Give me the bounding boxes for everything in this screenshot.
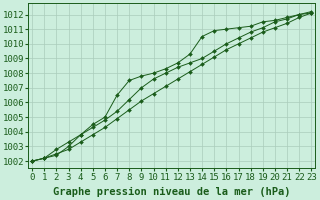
X-axis label: Graphe pression niveau de la mer (hPa): Graphe pression niveau de la mer (hPa) [53,187,291,197]
